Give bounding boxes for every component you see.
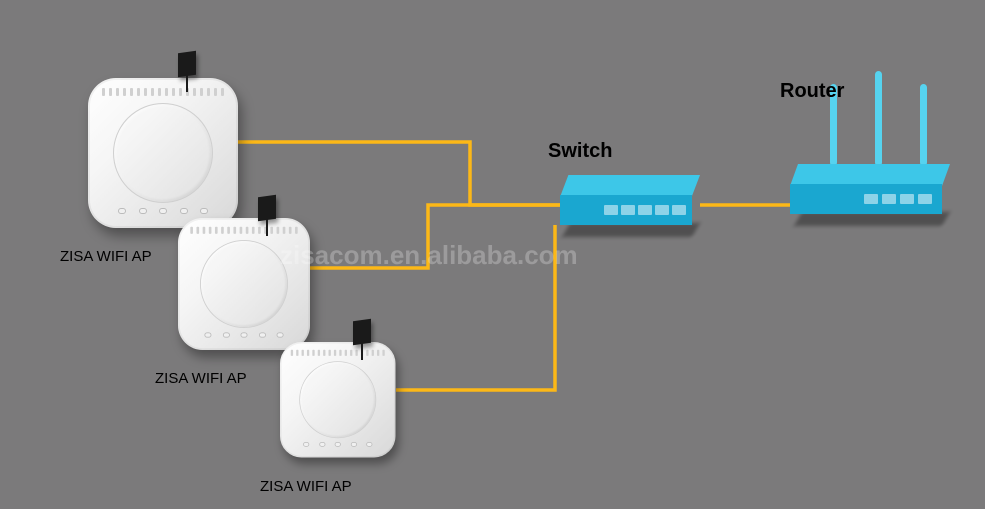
ap-center-ring xyxy=(299,361,376,438)
router-top-face xyxy=(790,164,950,186)
ap-leds xyxy=(204,332,283,337)
router-antenna xyxy=(920,84,927,166)
ap-leds xyxy=(303,442,372,447)
ap-leds xyxy=(118,208,208,214)
router-port xyxy=(864,194,878,204)
power-adapter xyxy=(258,196,284,232)
router-front-face xyxy=(790,184,942,214)
switch-port xyxy=(621,205,635,215)
ap-body-wrap xyxy=(280,342,396,458)
access-point xyxy=(88,78,238,228)
router-label: Router xyxy=(780,80,844,103)
ap-center-ring xyxy=(200,240,288,328)
switch-front-face xyxy=(560,195,692,225)
router-device xyxy=(790,90,950,220)
power-adapter xyxy=(353,320,379,356)
ap-center-ring xyxy=(113,103,213,203)
ap-label: ZISA WIFI AP xyxy=(155,370,247,387)
diagram-canvas: ZISA WIFI AP ZISA WIFI AP ZISA WIFI AP xyxy=(0,0,985,509)
switch-shadow xyxy=(562,223,700,237)
router-port xyxy=(900,194,914,204)
ap-label: ZISA WIFI AP xyxy=(60,248,152,265)
access-point xyxy=(280,342,396,458)
switch-port xyxy=(638,205,652,215)
ap-vents xyxy=(102,88,224,98)
switch-port xyxy=(655,205,669,215)
ap-body-wrap xyxy=(178,218,310,350)
router-shadow xyxy=(794,212,950,226)
router-antenna xyxy=(875,71,882,166)
router-port xyxy=(918,194,932,204)
access-point xyxy=(178,218,310,350)
watermark-text: zisacom.en.alibaba.com xyxy=(280,240,578,271)
switch-device xyxy=(560,175,700,230)
switch-label: Switch xyxy=(548,140,612,163)
switch-top-face xyxy=(560,175,700,197)
ap-label: ZISA WIFI AP xyxy=(260,478,352,495)
power-adapter xyxy=(178,52,204,88)
router-port xyxy=(882,194,896,204)
switch-port xyxy=(604,205,618,215)
switch-port xyxy=(672,205,686,215)
ap-body-wrap xyxy=(88,78,238,228)
